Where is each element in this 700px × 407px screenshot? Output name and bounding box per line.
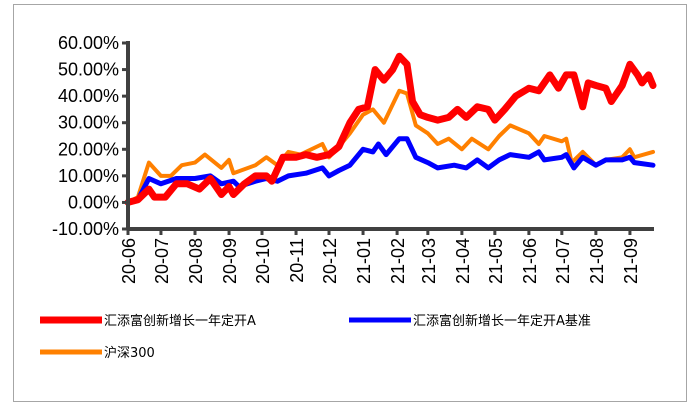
x-tick-label: 21-02 [388,238,408,284]
x-tick-label: 21-01 [354,238,374,284]
y-tick-label: 10.00% [58,166,119,186]
x-tick-label: 20-11 [287,238,307,283]
series-line-2 [126,88,655,205]
x-tick-label: 20-08 [186,238,206,284]
x-tick-label: 20-12 [320,238,340,284]
legend-label: 沪深300 [104,345,155,361]
x-tick-label: 20-06 [119,238,139,284]
y-tick-label: 50.00% [58,60,119,80]
y-tick-label: 60.00% [58,33,119,53]
x-tick-label: 21-04 [453,238,473,284]
series-line-1 [125,136,656,205]
x-tick-label: 21-03 [419,238,439,284]
legend-label: 汇添富创新增长一年定开A基准 [413,313,591,329]
x-tick-label: 21-05 [486,238,506,284]
y-tick-label: -10.00% [52,219,119,239]
x-tick-label: 21-07 [553,238,573,284]
x-tick-label: 21-08 [587,238,607,284]
x-tick-label: 20-10 [253,238,273,284]
x-tick-label: 20-09 [220,238,240,284]
x-tick-label: 21-06 [520,238,540,284]
y-tick-label: 20.00% [58,139,119,159]
x-tick-label: 20-07 [152,238,172,284]
legend-label: 汇添富创新增长一年定开A [104,313,256,329]
y-tick-label: 0.00% [68,192,119,212]
series-line-0 [124,52,657,206]
y-tick-label: 40.00% [58,86,119,106]
x-tick-label: 21-09 [621,238,641,284]
y-tick-label: 30.00% [58,113,119,133]
